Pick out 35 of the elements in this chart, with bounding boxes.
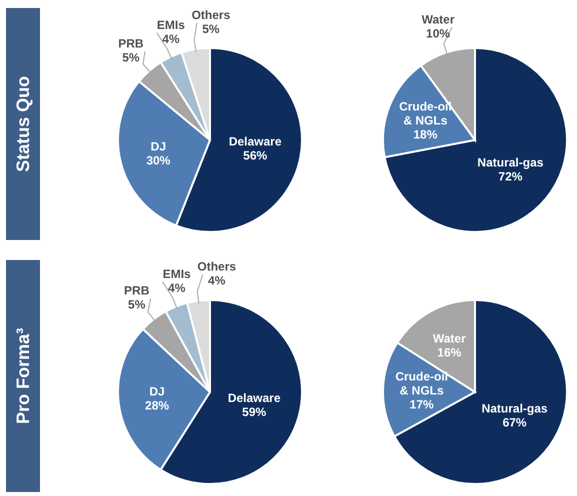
data-label: 18% <box>413 127 438 142</box>
data-label: 67% <box>502 415 527 430</box>
data-label: 30% <box>146 153 171 168</box>
slice-label: Natural-gas <box>477 155 544 170</box>
slice-label: Others <box>197 259 236 274</box>
slice-label: Delaware <box>228 134 282 149</box>
text: Pro Forma³ <box>13 328 33 424</box>
slice-label: Water <box>422 12 455 26</box>
slice-label: EMIs <box>162 266 192 281</box>
data-label: 72% <box>498 169 523 184</box>
data-label: 59% <box>242 404 267 419</box>
data-label: 5% <box>128 297 146 312</box>
data-label: 56% <box>243 148 268 163</box>
data-label: 4% <box>168 280 186 295</box>
text: Status Quo <box>13 76 33 172</box>
slice-label: PRB <box>118 36 144 50</box>
slice-label: Others <box>192 8 231 22</box>
slice-label: Water <box>432 331 466 346</box>
pie-slice <box>384 47 568 233</box>
data-label: 5% <box>122 50 140 64</box>
data-label: 5% <box>202 22 220 36</box>
data-label: 10% <box>426 26 450 40</box>
slice-label: Delaware <box>228 390 281 405</box>
data-label: 28% <box>145 398 170 413</box>
data-label: 4% <box>162 32 180 46</box>
slice-label: DJ <box>150 139 166 154</box>
slice-label: EMIs <box>156 18 186 32</box>
slice-label: Natural-gas <box>482 401 548 416</box>
slice-label: PRB <box>124 283 150 298</box>
slice-label: DJ <box>149 384 165 399</box>
slice-label: Crude-oil & NGLs <box>395 369 448 398</box>
data-label: 16% <box>437 345 462 360</box>
data-label: 17% <box>410 397 434 412</box>
data-label: 4% <box>208 273 226 288</box>
slice-label: Crude-oil & NGLs <box>399 99 452 128</box>
